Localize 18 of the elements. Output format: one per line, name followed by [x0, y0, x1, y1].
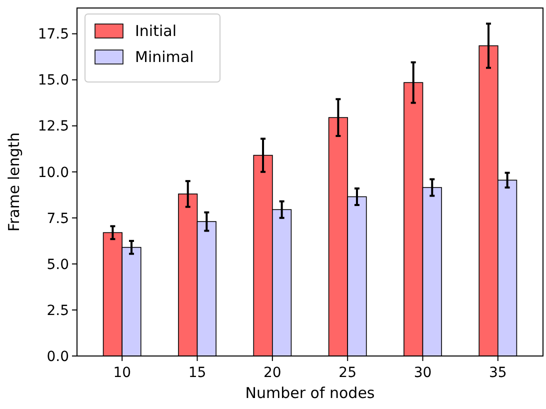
- y-axis-title: Frame length: [5, 132, 23, 232]
- x-tick-label: 25: [338, 365, 356, 381]
- y-tick-label: 10.0: [38, 164, 69, 181]
- y-tick-label: 5.0: [46, 256, 69, 273]
- y-tick-label: 17.5: [38, 26, 69, 43]
- legend-label: Minimal: [135, 48, 194, 66]
- x-tick-label: 20: [264, 365, 282, 381]
- y-tick-label: 7.5: [46, 210, 69, 227]
- x-tick-label: 10: [113, 365, 132, 381]
- x-tick-label: 30: [414, 365, 432, 381]
- x-tick-label: 15: [188, 365, 206, 381]
- y-tick-label: 15.0: [38, 72, 69, 89]
- legend-label: Initial: [135, 22, 177, 40]
- x-axis-title: Number of nodes: [245, 384, 375, 402]
- y-tick-label: 0.0: [46, 348, 69, 365]
- x-tick-label: 35: [488, 365, 507, 381]
- y-tick-label: 2.5: [46, 302, 69, 319]
- y-tick-label: 12.5: [38, 118, 69, 135]
